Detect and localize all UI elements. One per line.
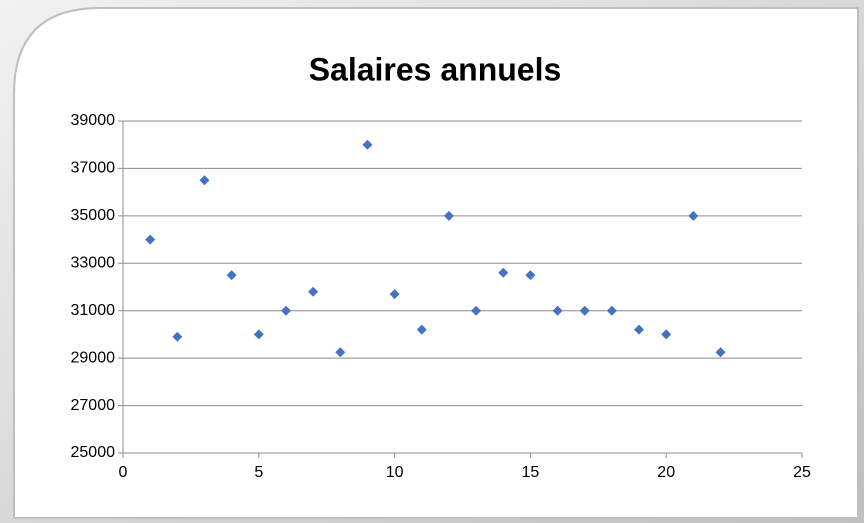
y-tick-label: 31000 [71,302,116,319]
data-point [525,270,536,281]
data-point [498,267,509,278]
data-point [226,270,237,281]
data-point [199,175,210,186]
x-tick-label: 25 [793,464,811,481]
chart-title: Salaires annuels [309,51,562,87]
y-tick-label: 27000 [71,397,116,414]
data-point [172,331,183,342]
data-point [688,210,699,221]
data-point [715,347,726,358]
x-tick-label: 20 [657,464,675,481]
data-point [145,234,156,245]
y-tick-label: 39000 [71,112,116,129]
data-point [308,286,319,297]
data-point [579,305,590,316]
data-point [443,210,454,221]
data-point [661,329,672,340]
y-tick-label: 35000 [71,207,116,224]
x-tick-label: 0 [119,464,128,481]
data-point [416,324,427,335]
y-tick-label: 37000 [71,160,116,177]
y-tick-label: 33000 [71,255,116,272]
data-point [389,289,400,300]
data-point [253,329,264,340]
x-tick-label: 10 [386,464,404,481]
data-point [280,305,291,316]
data-point [634,324,645,335]
x-tick-label: 5 [254,464,263,481]
data-point [606,305,617,316]
data-point [362,139,373,150]
x-tick-label: 15 [522,464,540,481]
data-point [335,347,346,358]
data-point [471,305,482,316]
data-point [552,305,563,316]
y-tick-label: 25000 [71,444,116,461]
y-tick-label: 29000 [71,349,116,366]
